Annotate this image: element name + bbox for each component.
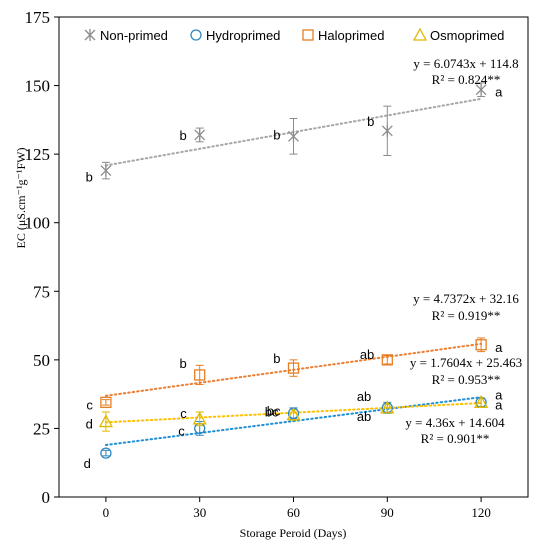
data-point-osmoprimed [192, 411, 207, 425]
equation-hydroprimed: y = 4.36x + 14.604 [405, 415, 505, 430]
significance-letter: b [273, 351, 280, 366]
error-bar-haloprimed [289, 359, 298, 377]
error-bar-haloprimed [101, 399, 110, 406]
legend-label-hydroprimed: Hydroprimed [206, 28, 280, 43]
x-tick-label: 0 [103, 505, 110, 520]
significance-letter: b [179, 128, 186, 143]
legend-label-osmoprimed: Osmoprimed [430, 28, 504, 43]
significance-letter: c [178, 423, 185, 438]
legend-marker-osmoprimed [412, 27, 428, 41]
significance-letter: bc [265, 404, 279, 419]
legend-marker-hydroprimed [190, 29, 202, 41]
x-axis-label: Storage Peroid (Days) [240, 526, 347, 540]
data-point-haloprimed [287, 362, 300, 374]
data-point-hydroprimed [100, 447, 112, 459]
r-squared-hydroprimed: R² = 0.901** [421, 431, 490, 446]
significance-letter: ab [360, 347, 374, 362]
axes: 0 25 50 75 100 125 150 175 0 30 60 90 120 [25, 8, 529, 520]
equation-osmoprimed: y = 1.7604x + 25.463 [410, 355, 522, 370]
data-point-haloprimed [475, 339, 487, 351]
data-point-osmoprimed [286, 407, 301, 421]
y-tick-label: 75 [33, 282, 50, 301]
significance-letter: c [180, 406, 187, 421]
significance-letter: b [179, 356, 186, 371]
significance-letter: ab [357, 409, 371, 424]
legend-marker-non-primed [84, 29, 96, 41]
significance-letter: a [495, 85, 503, 100]
legend: Non-primed Hydroprimed Haloprimed Osmoprime… [84, 27, 504, 43]
data-point-osmoprimed [98, 414, 113, 428]
data-point-osmoprimed [380, 400, 395, 414]
significance-letter: c [86, 397, 93, 412]
data-point-non-primed [475, 83, 487, 96]
y-tick-label: 50 [33, 351, 50, 370]
y-tick-label: 100 [25, 214, 51, 233]
x-tick-label: 120 [471, 505, 491, 520]
y-axis-label: EC (μS.cm⁻¹g⁻¹FW) [14, 148, 28, 249]
r-squared-haloprimed: R² = 0.919** [432, 308, 501, 323]
significance-letter: b [273, 127, 280, 142]
significance-letter: a [495, 397, 503, 412]
x-tick-label: 30 [193, 505, 206, 520]
r-squared-non-primed: R² = 0.824** [432, 72, 501, 87]
y-tick-label: 0 [42, 488, 51, 507]
data-point-haloprimed [381, 354, 393, 366]
significance-letter: d [86, 417, 93, 432]
significance-letter: d [84, 456, 91, 471]
significance-letter: a [495, 340, 503, 355]
error-bar-haloprimed [383, 355, 392, 365]
x-tick-label: 60 [287, 505, 300, 520]
r-squared-osmoprimed: R² = 0.953** [432, 372, 501, 387]
data-point-osmoprimed [474, 395, 489, 409]
legend-item-non-primed: Non-primed [84, 28, 168, 43]
data-point-haloprimed [194, 369, 206, 381]
data-point-haloprimed [100, 396, 112, 409]
equation-non-primed: y = 6.0743x + 114.8 [413, 56, 518, 71]
error-bar-hydroprimed [101, 449, 110, 457]
error-bar-haloprimed [195, 364, 204, 386]
y-tick-label: 125 [25, 145, 51, 164]
legend-item-hydroprimed: Hydroprimed [190, 28, 280, 43]
significance-letter: a [495, 387, 503, 402]
y-tick-label: 25 [33, 419, 50, 438]
data-markers [98, 83, 489, 459]
y-tick-label: 175 [25, 8, 51, 27]
data-point-non-primed [100, 164, 112, 177]
legend-marker-haloprimed [302, 29, 314, 41]
legend-label-haloprimed: Haloprimed [318, 28, 384, 43]
x-tick-label: 90 [381, 505, 394, 520]
legend-item-osmoprimed: Osmoprimed [412, 27, 504, 43]
data-point-non-primed [288, 130, 299, 143]
legend-label-non-primed: Non-primed [100, 28, 168, 43]
significance-letter: ab [357, 389, 371, 404]
significance-letter: b [86, 170, 93, 185]
y-tick-label: 150 [25, 77, 51, 96]
significance-letter: b [367, 114, 374, 129]
legend-item-haloprimed: Haloprimed [302, 28, 384, 43]
equation-haloprimed: y = 4.7372x + 32.16 [413, 291, 519, 306]
trendline-osmoprimed [104, 402, 483, 424]
trendline-equations: y = 6.0743x + 114.8R² = 0.824** y = 4.36x… [405, 56, 522, 446]
trendline-hydroprimed [104, 396, 483, 446]
data-point-non-primed [381, 124, 393, 137]
data-point-non-primed [194, 128, 206, 141]
significance-letter: bc [267, 404, 281, 419]
